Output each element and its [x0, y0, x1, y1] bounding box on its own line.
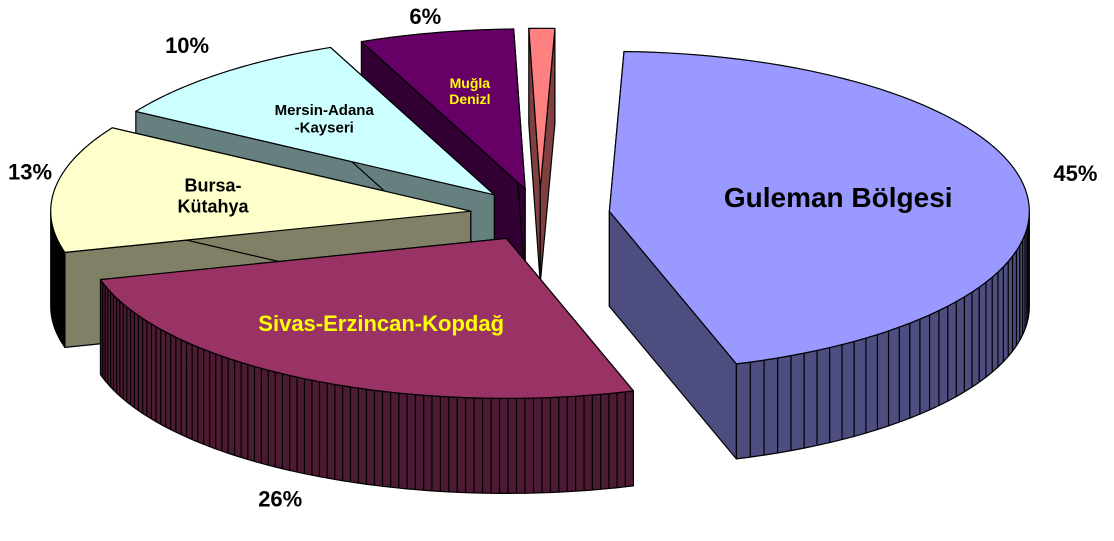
slice-label: Muğla Denizl: [449, 75, 490, 107]
value-label: 10%: [165, 33, 209, 58]
slice-label: Guleman Bölgesi: [724, 182, 953, 213]
value-label: 6%: [409, 4, 441, 29]
slice: [99, 237, 634, 399]
slice: [608, 50, 1030, 365]
slice-wall: [50, 210, 66, 349]
slice-label: Bursa-Kütahya: [178, 175, 250, 216]
slice-label: Sivas-Erzincan-Kopdağ: [258, 311, 504, 336]
slice-label: Mersin-Adana -Kayseri: [275, 102, 375, 136]
value-label: 13%: [8, 159, 52, 184]
slice-wall: [735, 211, 1030, 460]
slice: [360, 28, 526, 190]
slice: [528, 27, 556, 189]
slice: [135, 46, 495, 196]
value-label: 45%: [1053, 161, 1097, 186]
value-label: 26%: [258, 486, 302, 511]
slice-wall: [99, 279, 634, 494]
slice: [50, 127, 472, 254]
